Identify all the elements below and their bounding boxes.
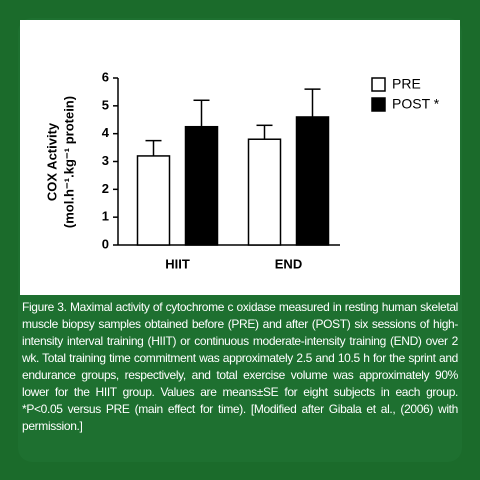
bar [295, 116, 330, 246]
y-tick-label: 4 [102, 125, 110, 140]
chart-background [20, 20, 460, 295]
y-tick-label: 6 [102, 69, 109, 84]
y-tick-label: 0 [102, 236, 109, 251]
legend-label: PRE [392, 76, 421, 92]
bar [136, 155, 171, 246]
legend-label: POST * [392, 96, 440, 112]
chart: COX Activity (mol.h⁻¹.kg⁻¹ protein) 0 1 2 3… [20, 20, 460, 295]
y-axis-title: COX Activity [44, 122, 59, 201]
legend-swatch [371, 77, 386, 92]
y-tick-label: 5 [102, 97, 109, 112]
y-tick-label: 3 [102, 153, 109, 168]
y-tick-label: 1 [102, 209, 109, 224]
legend-swatch [371, 97, 386, 112]
x-tick-label: HIIT [165, 256, 190, 271]
y-axis-title: (mol.h⁻¹.kg⁻¹ protein) [61, 96, 76, 228]
bar [184, 125, 219, 246]
y-tick-label: 2 [102, 181, 109, 196]
caption: Figure 3. Maximal activity of cytochrome… [22, 300, 458, 433]
x-tick-label: END [275, 256, 302, 271]
bar [247, 138, 282, 246]
